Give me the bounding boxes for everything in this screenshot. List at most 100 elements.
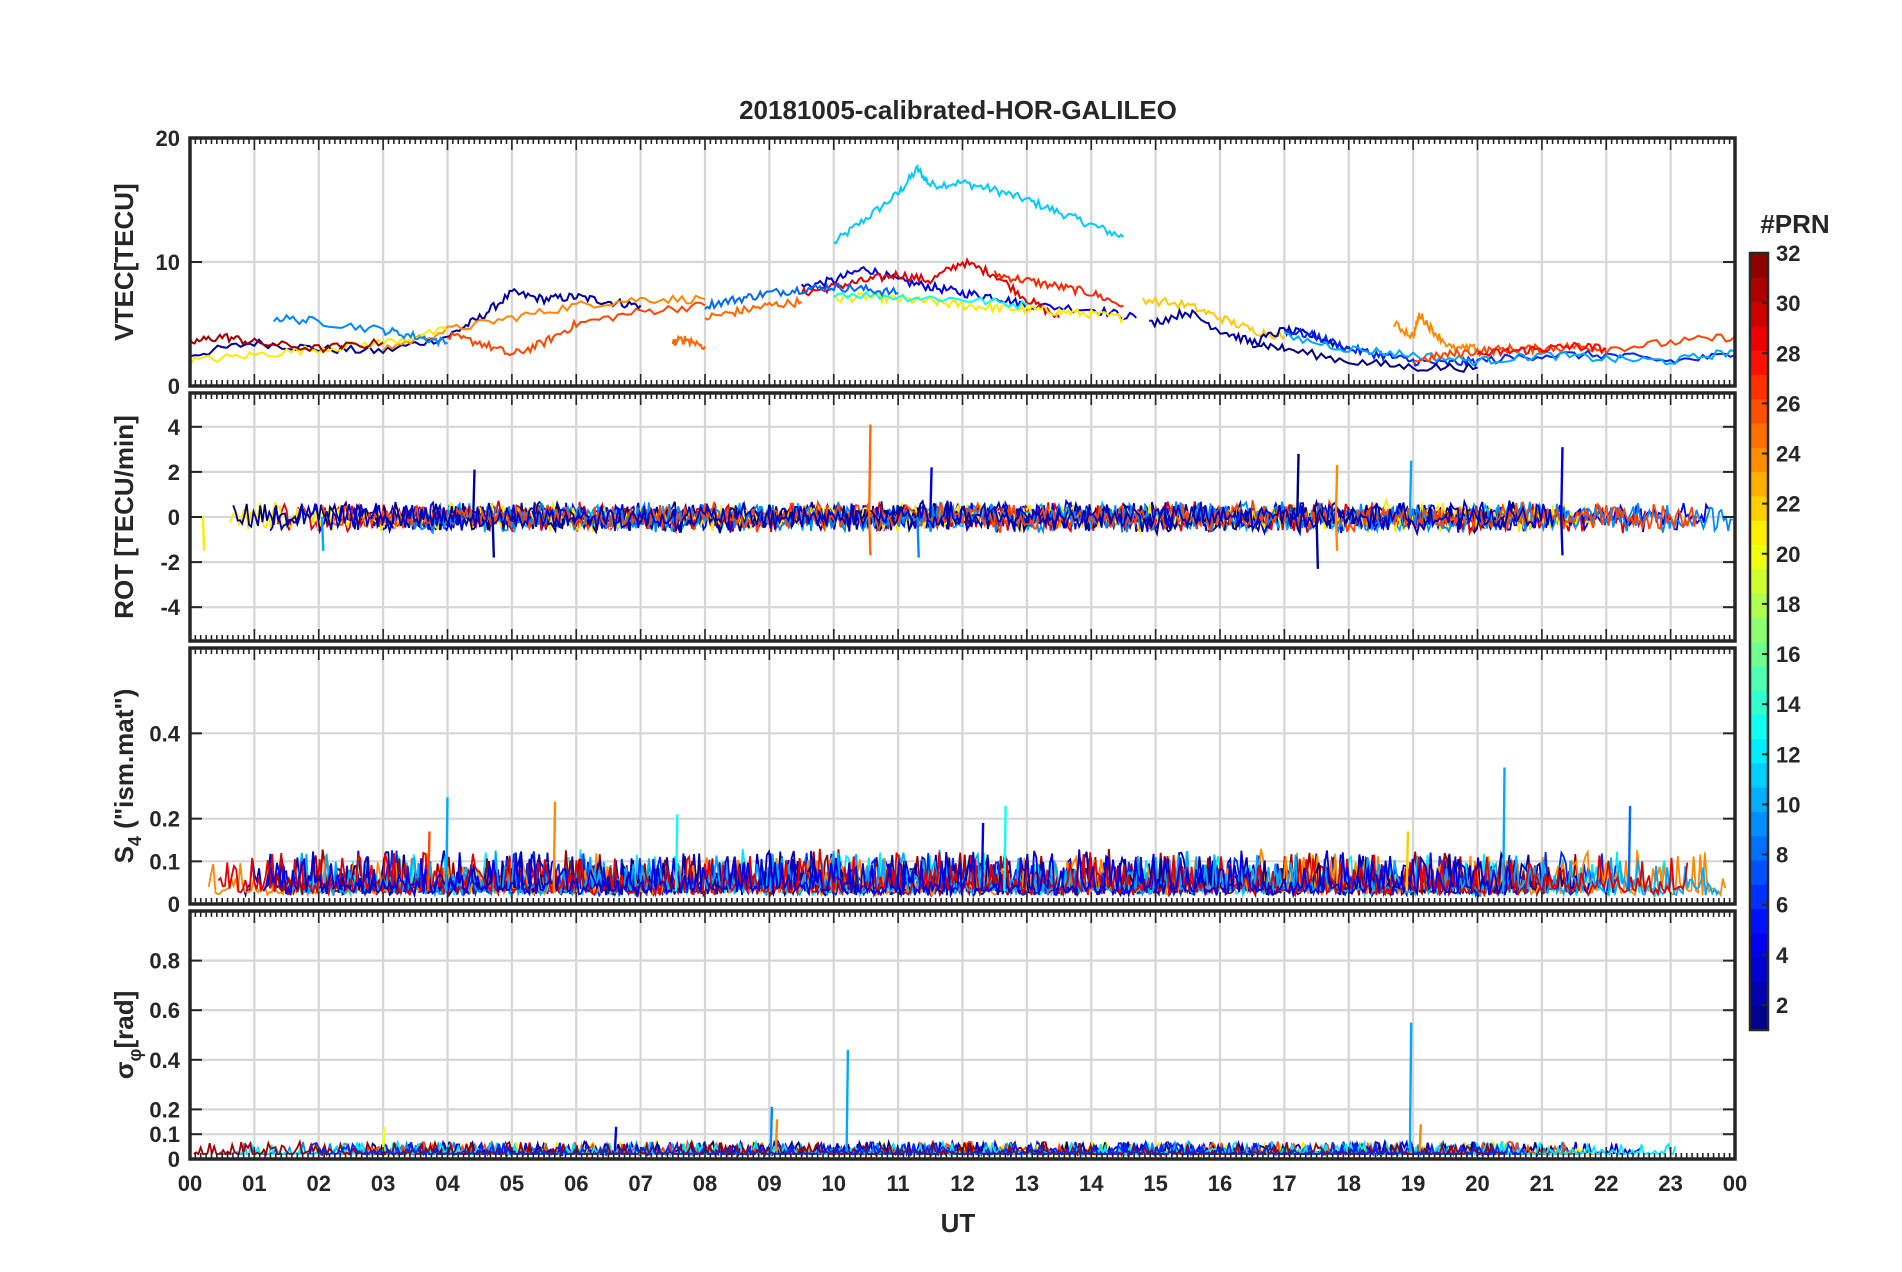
x-tick-label: 14 bbox=[1079, 1171, 1104, 1196]
x-tick-label: 16 bbox=[1208, 1171, 1232, 1196]
colorbar-band bbox=[1750, 690, 1768, 715]
colorbar-tick-label: 24 bbox=[1776, 442, 1801, 467]
x-tick-label: 19 bbox=[1401, 1171, 1425, 1196]
vtec-series-line bbox=[671, 334, 706, 351]
colorbar-tick-label: 6 bbox=[1776, 893, 1788, 918]
vtec-series-line bbox=[993, 270, 1124, 308]
spike-mark bbox=[674, 814, 679, 892]
y-tick-label: 0.4 bbox=[149, 721, 180, 746]
vtec-series-line bbox=[704, 282, 899, 311]
colorbar-label: #PRN bbox=[1760, 209, 1829, 239]
spike-mark bbox=[1334, 465, 1339, 518]
x-tick-label: 20 bbox=[1465, 1171, 1489, 1196]
spike-mark bbox=[1408, 1022, 1413, 1152]
colorbar-band bbox=[1750, 568, 1768, 594]
spike-mark bbox=[1418, 1124, 1423, 1152]
colorbar-tick-label: 12 bbox=[1776, 742, 1800, 767]
colorbar-tick-label: 26 bbox=[1776, 391, 1800, 416]
vtec-series-line bbox=[272, 313, 448, 348]
colorbar-band bbox=[1750, 325, 1768, 351]
vtec-series-line bbox=[189, 332, 384, 354]
y-axis-label: ROT [TECU/min] bbox=[109, 415, 139, 619]
series-group bbox=[201, 424, 1733, 569]
spike-mark bbox=[916, 516, 920, 558]
colorbar-tick-label: 20 bbox=[1776, 542, 1800, 567]
colorbar-band bbox=[1750, 908, 1768, 934]
spike-mark bbox=[929, 467, 933, 518]
colorbar-band bbox=[1750, 398, 1768, 424]
x-tick-label: 10 bbox=[822, 1171, 846, 1196]
colorbar-band bbox=[1750, 932, 1768, 958]
vtec-series-line bbox=[833, 164, 1125, 245]
vtec-series-line bbox=[1141, 295, 1286, 341]
colorbar-tick-label: 28 bbox=[1776, 341, 1800, 366]
spike-mark bbox=[491, 516, 496, 558]
y-axis-label: σφ[rad] bbox=[109, 991, 145, 1079]
y-tick-label: 0.6 bbox=[149, 998, 180, 1023]
spike-mark bbox=[426, 831, 431, 892]
x-tick-label: 02 bbox=[307, 1171, 331, 1196]
x-tick-label: 01 bbox=[242, 1171, 266, 1196]
y-tick-label: 10 bbox=[156, 250, 180, 275]
spike-mark bbox=[769, 1106, 774, 1152]
colorbar-band bbox=[1750, 617, 1768, 643]
colorbar-band bbox=[1750, 422, 1768, 448]
spike-mark bbox=[1627, 805, 1632, 892]
y-tick-label: -2 bbox=[160, 550, 180, 575]
colorbar-band bbox=[1750, 544, 1768, 570]
x-tick-label: 21 bbox=[1530, 1171, 1554, 1196]
panel-rot: -4 -2 0 2 4 ROT [TECU/min] bbox=[109, 391, 1737, 643]
spike-mark bbox=[613, 1126, 618, 1152]
colorbar-band bbox=[1750, 762, 1768, 788]
colorbar-frame bbox=[1748, 251, 1770, 1032]
panel-vtec: 0 10 20 VTEC[TECU] bbox=[109, 126, 1737, 399]
vtec-series-line bbox=[1252, 341, 1478, 373]
vtec-series-line bbox=[704, 295, 803, 321]
y-tick-label: 0 bbox=[168, 1147, 180, 1172]
spike-mark bbox=[552, 801, 557, 892]
x-tick-label: 00 bbox=[1723, 1171, 1747, 1196]
vtec-series-line bbox=[800, 257, 1060, 319]
colorbar-band bbox=[1750, 957, 1768, 983]
colorbar-band bbox=[1750, 714, 1768, 740]
panel-sigma-phi: 00.10.2 0.4 0.6 0.8σφ[rad] 00 01 02 03 04 05 06 07 0… bbox=[109, 909, 1747, 1196]
x-axis-label: UT bbox=[941, 1208, 976, 1238]
vtec-series-line bbox=[833, 290, 1125, 325]
colorbar-band bbox=[1750, 665, 1768, 691]
x-tick-label: 15 bbox=[1143, 1171, 1167, 1196]
colorbar-tick-label: 16 bbox=[1776, 642, 1800, 667]
x-tick-label: 09 bbox=[757, 1171, 781, 1196]
x-tick-label: 05 bbox=[500, 1171, 524, 1196]
vtec-series-line bbox=[1284, 331, 1736, 367]
colorbar-band bbox=[1750, 253, 1768, 278]
spike-mark bbox=[1559, 516, 1564, 556]
y-tick-label: 20 bbox=[156, 126, 180, 151]
y-tick-label: 0.8 bbox=[149, 949, 180, 974]
spike-mark bbox=[445, 797, 449, 892]
x-tick-label: 13 bbox=[1015, 1171, 1039, 1196]
spike-mark bbox=[1296, 453, 1300, 518]
x-tick-label: 08 bbox=[693, 1171, 717, 1196]
colorbar-tick-label: 14 bbox=[1776, 692, 1801, 717]
y-tick-label: 0.1 bbox=[149, 1122, 180, 1147]
series-group bbox=[207, 767, 1726, 899]
x-tick-label: 22 bbox=[1594, 1171, 1618, 1196]
y-tick-label: -4 bbox=[160, 595, 180, 620]
colorbar-band bbox=[1750, 811, 1768, 837]
colorbar-tick-label: 18 bbox=[1776, 592, 1800, 617]
colorbar-tick-label: 4 bbox=[1776, 943, 1789, 968]
spike-mark bbox=[1559, 447, 1564, 518]
colorbar-tick-label: 10 bbox=[1776, 792, 1800, 817]
colorbar-band bbox=[1750, 787, 1768, 813]
colorbar-tick-label: 2 bbox=[1776, 993, 1788, 1018]
spike-mark bbox=[201, 516, 206, 551]
vtec-series-line bbox=[1476, 341, 1607, 358]
panel-s4: 0 0.1 0.2 0.4S4 ("ism.mat") bbox=[109, 646, 1737, 917]
y-tick-label: 2 bbox=[168, 460, 180, 485]
colorbar-band bbox=[1750, 860, 1768, 885]
spike-mark bbox=[867, 516, 872, 556]
y-tick-label: 0 bbox=[168, 374, 180, 399]
x-tick-label: 23 bbox=[1658, 1171, 1682, 1196]
colorbar-band bbox=[1750, 471, 1768, 497]
